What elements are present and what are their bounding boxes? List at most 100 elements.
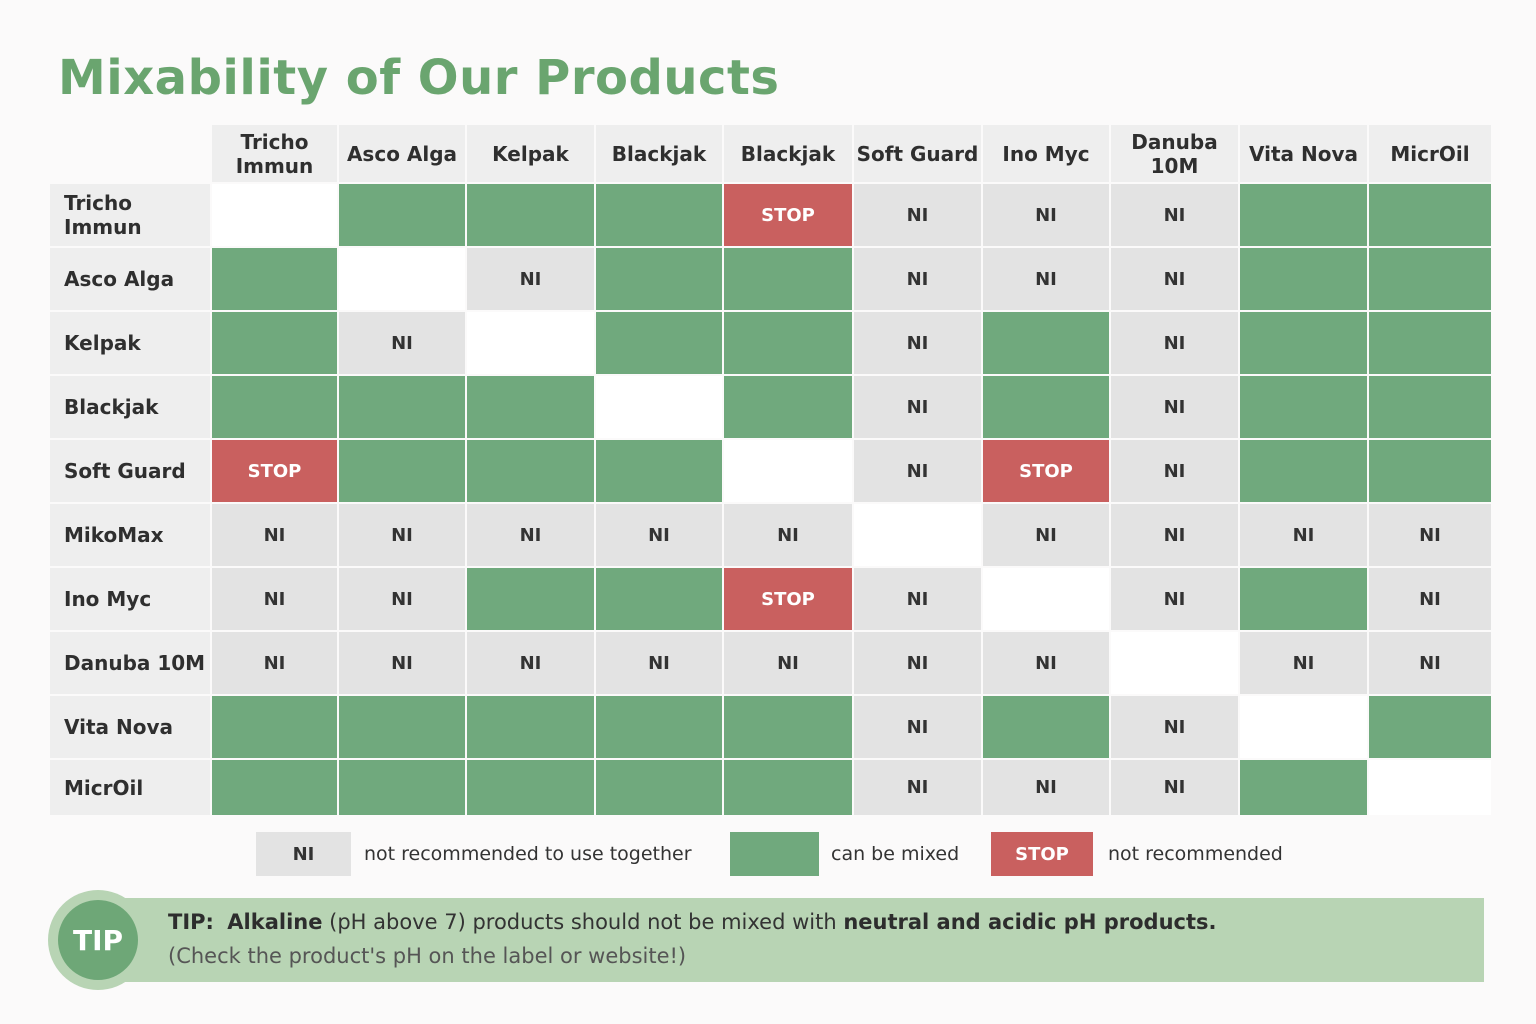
mixable-cell	[339, 760, 465, 815]
column-header: Soft Guard	[854, 125, 981, 182]
ni-cell: NI	[467, 504, 594, 566]
mixable-cell	[596, 696, 722, 758]
stop-cell: STOP	[212, 440, 337, 502]
empty-cell	[983, 568, 1109, 630]
tip-bold-neutral: neutral and acidic pH products.	[843, 910, 1217, 934]
column-header: Kelpak	[467, 125, 594, 182]
tip-bold-alkaline: Alkaline	[227, 910, 323, 934]
row-label: Danuba 10M	[50, 632, 210, 694]
mixable-cell	[339, 696, 465, 758]
empty-cell	[854, 504, 981, 566]
mixable-cell	[1240, 568, 1367, 630]
column-header: Danuba 10M	[1111, 125, 1238, 182]
legend-stop-text: not recommended	[1108, 843, 1283, 865]
tip-badge: TIP	[48, 890, 148, 990]
row-label: Blackjak	[50, 376, 210, 438]
mixable-cell	[724, 376, 852, 438]
ni-cell: NI	[854, 760, 981, 815]
column-header: Asco Alga	[339, 125, 465, 182]
stop-cell: STOP	[724, 184, 852, 246]
mixable-cell	[983, 312, 1109, 374]
empty-cell	[339, 248, 465, 310]
ni-cell: NI	[854, 248, 981, 310]
ni-cell: NI	[467, 632, 594, 694]
tip-text-line2: (Check the product's pH on the label or …	[168, 944, 687, 968]
ni-cell: NI	[1111, 184, 1238, 246]
row-label: MicrOil	[50, 760, 210, 815]
mixable-cell	[1369, 184, 1491, 246]
mixable-cell	[212, 312, 337, 374]
mixable-cell	[596, 312, 722, 374]
ni-cell: NI	[1240, 504, 1367, 566]
legend-ni-swatch: NI	[256, 832, 351, 876]
ni-cell: NI	[339, 504, 465, 566]
mixable-cell	[596, 760, 722, 815]
mixable-cell	[1240, 248, 1367, 310]
mixable-cell	[339, 184, 465, 246]
mixable-cell	[212, 760, 337, 815]
ni-cell: NI	[1111, 504, 1238, 566]
mixable-cell	[1369, 248, 1491, 310]
column-header: Tricho Immun	[212, 125, 337, 182]
column-header: Blackjak	[596, 125, 722, 182]
mixable-cell	[467, 568, 594, 630]
ni-cell: NI	[1111, 248, 1238, 310]
ni-cell: NI	[339, 568, 465, 630]
mixable-cell	[1369, 312, 1491, 374]
mixable-cell	[467, 440, 594, 502]
mixable-cell	[1240, 376, 1367, 438]
mixable-cell	[467, 760, 594, 815]
mixable-cell	[1240, 184, 1367, 246]
tip-badge-label: TIP	[58, 900, 138, 980]
ni-cell: NI	[339, 632, 465, 694]
column-header: Ino Myc	[983, 125, 1109, 182]
mixable-cell	[596, 440, 722, 502]
mixability-table: Tricho Immun Asco Alga Kelpak Blackjak Black…	[50, 125, 1491, 815]
ni-cell: NI	[212, 568, 337, 630]
mixable-cell	[212, 248, 337, 310]
tip-prefix: TIP:	[168, 910, 214, 934]
ni-cell: NI	[854, 376, 981, 438]
mixable-cell	[1369, 376, 1491, 438]
empty-cell	[1369, 760, 1491, 815]
mixable-cell	[983, 376, 1109, 438]
mixable-cell	[339, 440, 465, 502]
ni-cell: NI	[1111, 312, 1238, 374]
column-header: Blackjak	[724, 125, 852, 182]
ni-cell: NI	[1111, 568, 1238, 630]
mixable-cell	[596, 184, 722, 246]
stop-cell: STOP	[983, 440, 1109, 502]
column-header: Vita Nova	[1240, 125, 1367, 182]
mixable-cell	[596, 568, 722, 630]
ni-cell: NI	[467, 248, 594, 310]
ni-cell: NI	[724, 504, 852, 566]
ni-cell: NI	[1111, 376, 1238, 438]
ni-cell: NI	[596, 632, 722, 694]
mixable-cell	[467, 696, 594, 758]
tip-banner	[120, 898, 1484, 982]
row-label: Kelpak	[50, 312, 210, 374]
empty-cell	[596, 376, 722, 438]
ni-cell: NI	[854, 440, 981, 502]
ni-cell: NI	[983, 248, 1109, 310]
empty-cell	[1240, 696, 1367, 758]
column-header: MicrOil	[1369, 125, 1491, 182]
mixable-cell	[212, 376, 337, 438]
row-label: Soft Guard	[50, 440, 210, 502]
row-label: Ino Myc	[50, 568, 210, 630]
ni-cell: NI	[983, 632, 1109, 694]
legend-green-text: can be mixed	[831, 843, 960, 865]
ni-cell: NI	[854, 568, 981, 630]
ni-cell: NI	[983, 504, 1109, 566]
empty-cell	[467, 312, 594, 374]
empty-cell	[724, 440, 852, 502]
ni-cell: NI	[1111, 440, 1238, 502]
ni-cell: NI	[1369, 632, 1491, 694]
ni-cell: NI	[339, 312, 465, 374]
ni-cell: NI	[212, 504, 337, 566]
mixable-cell	[983, 696, 1109, 758]
ni-cell: NI	[1369, 568, 1491, 630]
ni-cell: NI	[854, 184, 981, 246]
ni-cell: NI	[854, 632, 981, 694]
empty-cell	[212, 184, 337, 246]
